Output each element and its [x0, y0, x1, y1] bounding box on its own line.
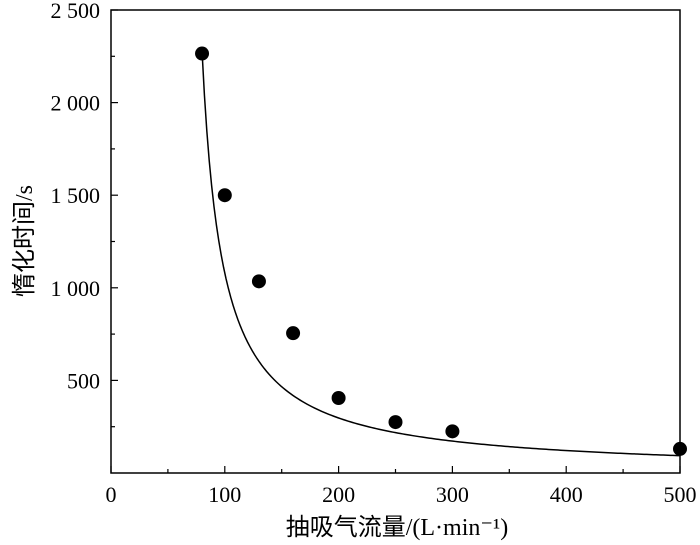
- y-tick-label: 500: [67, 368, 100, 393]
- data-point: [331, 390, 346, 405]
- x-tick-label: 500: [664, 482, 697, 507]
- x-tick-label: 300: [436, 482, 469, 507]
- fit-curve: [201, 51, 681, 457]
- x-tick-label: 0: [106, 482, 117, 507]
- y-tick-label: 2 000: [51, 91, 101, 116]
- x-tick-label: 400: [550, 482, 583, 507]
- y-tick-label: 2 500: [51, 0, 101, 23]
- data-point: [673, 441, 687, 456]
- data-point: [217, 188, 232, 203]
- data-points: [195, 46, 687, 456]
- x-axis-title: 抽吸气流量/(L·min⁻¹): [286, 514, 509, 541]
- y-axis-title: 惰化时间/s: [11, 185, 38, 297]
- plot-frame: [110, 9, 681, 474]
- data-point: [286, 326, 301, 341]
- data-point: [195, 46, 210, 61]
- x-axis: 0 100 200 300 400 500: [106, 466, 697, 507]
- data-point: [388, 415, 403, 430]
- y-axis: 500 1 000 1 500 2 000 2 500: [51, 0, 118, 428]
- x-tick-label: 200: [322, 482, 355, 507]
- data-point: [251, 274, 266, 289]
- x-tick-label: 100: [208, 482, 241, 507]
- data-point: [445, 424, 460, 439]
- y-tick-label: 1 000: [51, 276, 101, 301]
- y-tick-label: 1 500: [51, 183, 101, 208]
